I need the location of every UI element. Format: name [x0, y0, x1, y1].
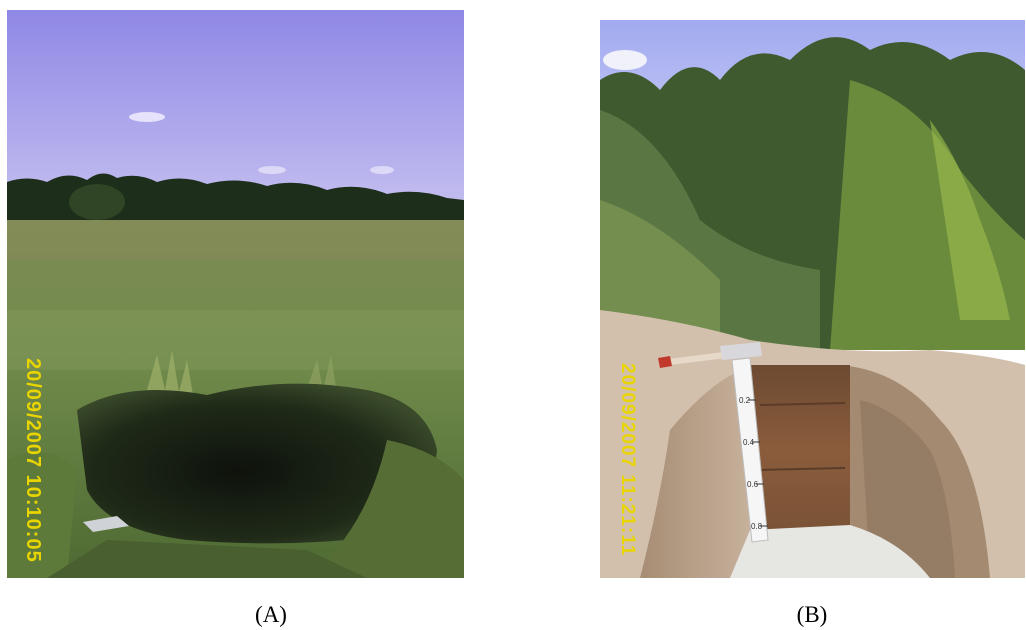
- ruler-tick-label: 0.6: [747, 480, 759, 489]
- photo-a-timestamp: 20/09/2007 10:10:05: [22, 358, 44, 563]
- photo-grassland-pit: [7, 10, 464, 578]
- ruler-tick-label: 0.2: [739, 396, 751, 405]
- photo-b-timestamp: 20/09/2007 11:21:11: [617, 363, 638, 557]
- grassland-pit-image: [7, 10, 464, 578]
- caption-a: (A): [255, 602, 287, 627]
- caption-b: (B): [796, 602, 828, 627]
- ruler-tick-label: 0.4: [743, 438, 755, 447]
- soil-profile-image: 0.2 0.4 0.6 0.8: [600, 20, 1025, 578]
- photo-soil-profile: 0.2 0.4 0.6 0.8: [600, 20, 1025, 578]
- ruler-tick-label: 0.8: [751, 522, 763, 531]
